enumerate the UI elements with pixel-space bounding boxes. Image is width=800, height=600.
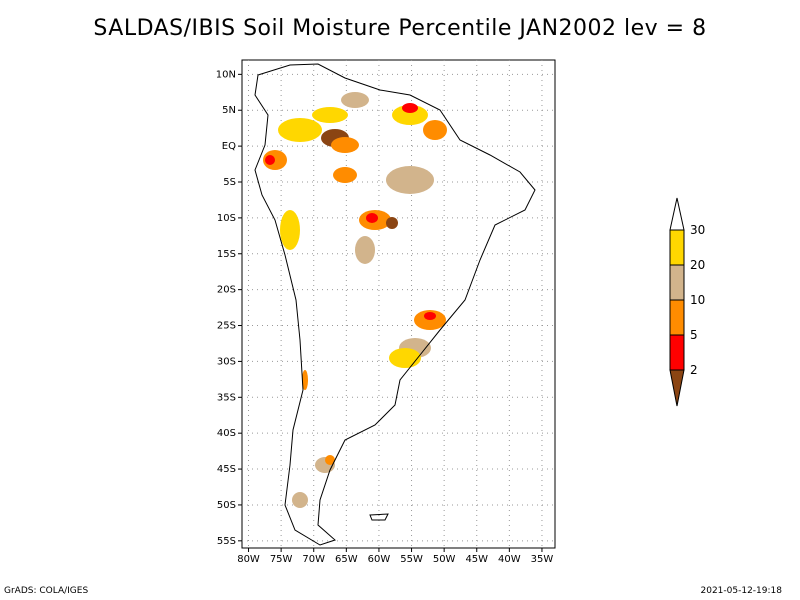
colorbar-bin-20-30 xyxy=(669,229,685,266)
y-tick-label: 50S xyxy=(217,500,236,511)
x-tick-label: 75W xyxy=(270,554,293,565)
y-tick-label: 30S xyxy=(217,356,236,367)
map-frame xyxy=(241,59,556,549)
patch xyxy=(325,455,335,465)
patch xyxy=(386,166,434,194)
colorbar-label: 2 xyxy=(690,363,698,377)
patch xyxy=(333,167,357,183)
y-tick-label: 35S xyxy=(217,392,236,403)
colorbar-label: 10 xyxy=(690,293,705,307)
colorbar-bottom-arrow xyxy=(669,369,685,407)
y-tick-label: 55S xyxy=(217,536,236,547)
footer-timestamp: 2021-05-12-19:18 xyxy=(700,586,783,596)
patch xyxy=(355,236,375,264)
y-axis-ticks: 10N 5N EQ 5S 10S 15S 20S 25S 30S 35S 40S 45S 50S 55S xyxy=(216,69,242,547)
patch xyxy=(392,105,428,125)
patch xyxy=(366,213,378,223)
colorbar-label: 30 xyxy=(690,223,705,237)
x-tick-label: 70W xyxy=(302,554,325,565)
patch xyxy=(331,137,359,153)
map-title: SALDAS/IBIS Soil Moisture Percentile JAN… xyxy=(93,16,707,41)
colorbar-top-arrow xyxy=(669,197,685,231)
falklands xyxy=(369,513,389,521)
x-tick-label: 50W xyxy=(433,554,456,565)
lat-lon-grid xyxy=(242,60,555,548)
x-tick-label: 40W xyxy=(498,554,521,565)
x-tick-label: 45W xyxy=(465,554,488,565)
x-tick-label: 65W xyxy=(335,554,358,565)
colorbar-bin-10-20 xyxy=(669,264,685,301)
x-tick-label: 60W xyxy=(368,554,391,565)
y-tick-label: 15S xyxy=(217,249,236,260)
y-tick-label: 20S xyxy=(217,285,236,296)
south-america-outline xyxy=(254,63,536,546)
x-axis-ticks: 80W 75W 70W 65W 60W 55W 50W 45W 40W 35W xyxy=(237,548,553,565)
patch xyxy=(423,120,447,140)
colorbar: 30 20 10 5 2 xyxy=(669,197,705,407)
y-tick-label: 5N xyxy=(222,105,236,116)
y-tick-label: 25S xyxy=(217,321,236,332)
y-tick-label: 45S xyxy=(217,464,236,475)
y-tick-label: 5S xyxy=(223,177,236,188)
x-tick-label: 35W xyxy=(531,554,554,565)
soil-moisture-shading xyxy=(263,92,447,508)
patch xyxy=(292,492,308,508)
patch xyxy=(389,348,421,368)
patch xyxy=(312,107,348,123)
colorbar-bin-5-10 xyxy=(669,299,685,336)
y-tick-label: EQ xyxy=(222,141,236,152)
patch xyxy=(278,118,322,142)
patch xyxy=(265,155,275,165)
patch xyxy=(424,312,436,320)
colorbar-label: 5 xyxy=(690,328,698,342)
y-tick-label: 40S xyxy=(217,428,236,439)
patch xyxy=(302,370,308,390)
colorbar-label: 20 xyxy=(690,258,705,272)
patch xyxy=(402,103,418,113)
y-tick-label: 10S xyxy=(217,213,236,224)
x-tick-label: 55W xyxy=(400,554,423,565)
y-tick-label: 10N xyxy=(216,69,236,80)
patch xyxy=(386,217,398,229)
colorbar-bin-2-5 xyxy=(669,334,685,371)
patch xyxy=(341,92,369,108)
patch xyxy=(280,210,300,250)
coastline xyxy=(254,63,536,546)
footer-credit: GrADS: COLA/IGES xyxy=(4,586,89,596)
x-tick-label: 80W xyxy=(237,554,260,565)
